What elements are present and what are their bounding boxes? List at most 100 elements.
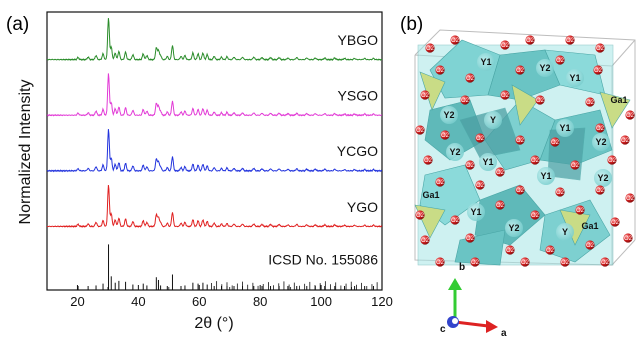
oxygen-label: O2 xyxy=(501,93,510,99)
xrd-chart: YBGO YSGO YCGO YGO ICSD No. 155086 20 40 60 80 1… xyxy=(17,11,393,332)
yttrium-label: Y1 xyxy=(540,171,551,181)
x-tick-label: 100 xyxy=(310,294,332,309)
oxygen-label: O2 xyxy=(416,213,425,219)
oxygen-label: O2 xyxy=(596,126,605,132)
oxygen-atom xyxy=(575,205,585,215)
oxygen-atom xyxy=(423,155,433,165)
series-line-ygo xyxy=(46,184,383,228)
oxygen-atom xyxy=(475,133,485,143)
oxygen-label: O2 xyxy=(546,248,555,254)
panel-b-label: (b) xyxy=(400,14,423,35)
yttrium-label: Y2 xyxy=(597,173,608,183)
ga-tetrahedron xyxy=(599,91,631,129)
x-tick-label: 40 xyxy=(131,294,145,309)
oxygen-atom xyxy=(415,210,425,220)
oxygen-atom xyxy=(460,95,470,105)
x-tick-label: 60 xyxy=(192,294,206,309)
a-axis-label: a xyxy=(501,328,507,337)
oxygen-atom xyxy=(435,257,445,267)
oxygen-label: O2 xyxy=(596,46,605,52)
yttrium-atom xyxy=(505,219,523,237)
oxygen-atom xyxy=(570,160,580,170)
y-polyhedron xyxy=(474,184,546,246)
oxygen-label: O2 xyxy=(516,68,525,74)
yttrium-atom xyxy=(479,153,497,171)
yttrium-label: Y2 xyxy=(443,110,454,120)
oxygen-label: O2 xyxy=(441,133,450,139)
oxygen-atoms: O2 O2 O2 O2 O2 O2 O2 O2 O2 O2 O2 O2 O2 O2 O2 O2 O2 O2 O2 O2… xyxy=(415,35,635,267)
yttrium-label: Y1 xyxy=(480,57,491,67)
yttrium-label: Y2 xyxy=(508,223,519,233)
oxygen-label: O2 xyxy=(551,140,560,146)
oxygen-atom xyxy=(625,110,635,120)
yttrium-label: Y1 xyxy=(470,207,481,217)
oxygen-atom xyxy=(585,240,595,250)
x-axis-title: 2θ (°) xyxy=(194,315,233,332)
y-atoms xyxy=(440,53,612,241)
yttrium-atom xyxy=(484,111,502,129)
yttrium-label: Y1 xyxy=(559,123,570,133)
oxygen-label: O2 xyxy=(501,43,510,49)
yttrium-label: Y xyxy=(562,227,568,237)
oxygen-label: O2 xyxy=(594,68,603,74)
oxygen-atom xyxy=(465,160,475,170)
oxygen-atom xyxy=(450,35,460,45)
oxygen-atom xyxy=(585,97,595,107)
yttrium-label: Y1 xyxy=(569,73,580,83)
yttrium-atom xyxy=(536,59,554,77)
c-axis-label: c xyxy=(440,324,446,335)
oxygen-label: O2 xyxy=(521,260,530,266)
b-axis-arrowhead xyxy=(448,278,462,290)
oxygen-label: O2 xyxy=(506,248,515,254)
oxygen-label: O2 xyxy=(426,46,435,52)
oxygen-label: O2 xyxy=(466,236,475,242)
yttrium-atom xyxy=(477,53,495,71)
oxygen-label: O2 xyxy=(461,98,470,104)
yttrium-label: Y2 xyxy=(595,137,606,147)
yttrium-label: Y2 xyxy=(539,63,550,73)
c-axis-dot-highlight xyxy=(452,318,458,324)
oxygen-label: O2 xyxy=(436,68,445,74)
oxygen-label: O2 xyxy=(576,208,585,214)
oxygen-atom xyxy=(495,200,505,210)
oxygen-atom xyxy=(420,90,430,100)
y-axis-title: Normalized Intensity xyxy=(17,80,34,225)
gallium-label: Ga1 xyxy=(581,221,598,231)
a-axis-arrowhead xyxy=(486,320,498,333)
yttrium-atom xyxy=(440,106,458,124)
atom-labels: Y1 Y2 Y1 Ga1 Y2 Y Y1 Y2 Y2 Y1 Y1 Y2 Ga1 Y1 Y2 Y Ga1 xyxy=(422,57,627,237)
oxygen-atom xyxy=(470,257,480,267)
oxygen-label: O2 xyxy=(586,100,595,106)
series-labels: YBGO YSGO YCGO YGO ICSD No. 155086 xyxy=(268,32,378,267)
oxygen-label: O2 xyxy=(596,188,605,194)
oxygen-atom xyxy=(595,123,605,133)
yttrium-atom xyxy=(592,133,610,151)
axes-indicator: b a c xyxy=(440,262,507,337)
oxygen-label: O2 xyxy=(556,58,565,64)
oxygen-atom xyxy=(610,217,620,227)
oxygen-label: O2 xyxy=(451,218,460,224)
oxygen-label: O2 xyxy=(476,183,485,189)
oxygen-atom xyxy=(525,35,535,45)
oxygen-label: O2 xyxy=(571,163,580,169)
oxygen-atom xyxy=(545,245,555,255)
oxygen-label: O2 xyxy=(531,158,540,164)
x-tick-label: 80 xyxy=(253,294,267,309)
oxygen-atom xyxy=(495,167,505,177)
oxygen-label: O2 xyxy=(611,220,620,226)
oxygen-label: O2 xyxy=(556,190,565,196)
oxygen-label: O2 xyxy=(516,138,525,144)
oxygen-atom xyxy=(515,65,525,75)
oxygen-label: O2 xyxy=(561,260,570,266)
oxygen-atom xyxy=(440,130,450,140)
oxygen-label: O2 xyxy=(531,213,540,219)
oxygen-atom xyxy=(565,35,575,45)
oxygen-label: O2 xyxy=(624,236,633,242)
oxygen-atom xyxy=(600,257,610,267)
oxygen-atom xyxy=(425,43,435,53)
oxygen-label: O2 xyxy=(536,98,545,104)
series-line-ybgo xyxy=(46,18,383,62)
oxygen-label: O2 xyxy=(424,158,433,164)
oxygen-label: O2 xyxy=(516,188,525,194)
oxygen-atom xyxy=(520,257,530,267)
